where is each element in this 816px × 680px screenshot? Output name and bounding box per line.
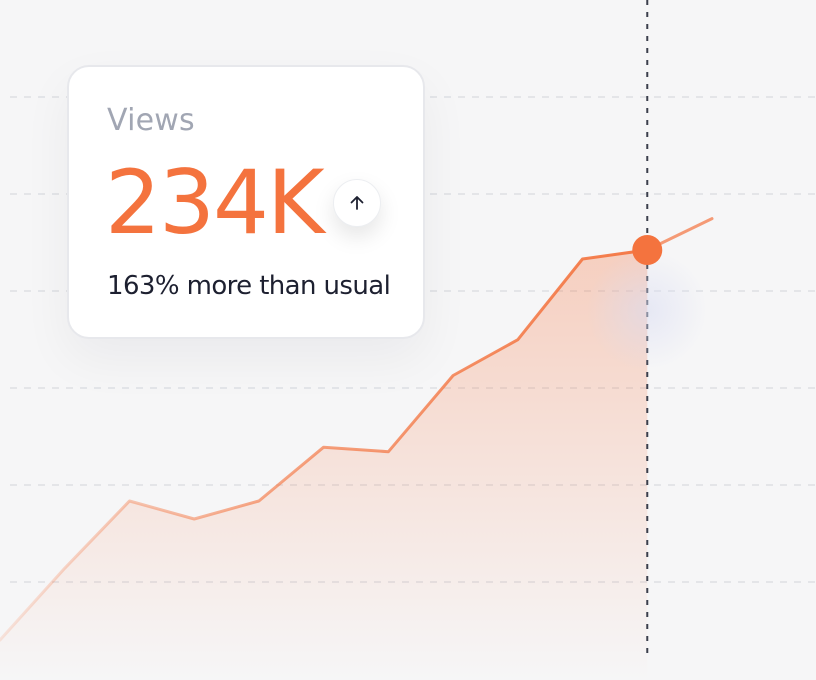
series-line [0,248,649,642]
area-fill [0,250,648,680]
highlight-point[interactable] [632,235,663,265]
card-caption: 163% more than usual [107,271,391,301]
views-value: 234K [105,151,325,254]
card-label: Views [107,103,195,138]
highlight-halo [587,250,708,370]
views-card: Views 234K 163% more than usual [67,65,425,339]
trend-up-button[interactable] [333,179,381,227]
arrow-up-icon [350,196,364,210]
